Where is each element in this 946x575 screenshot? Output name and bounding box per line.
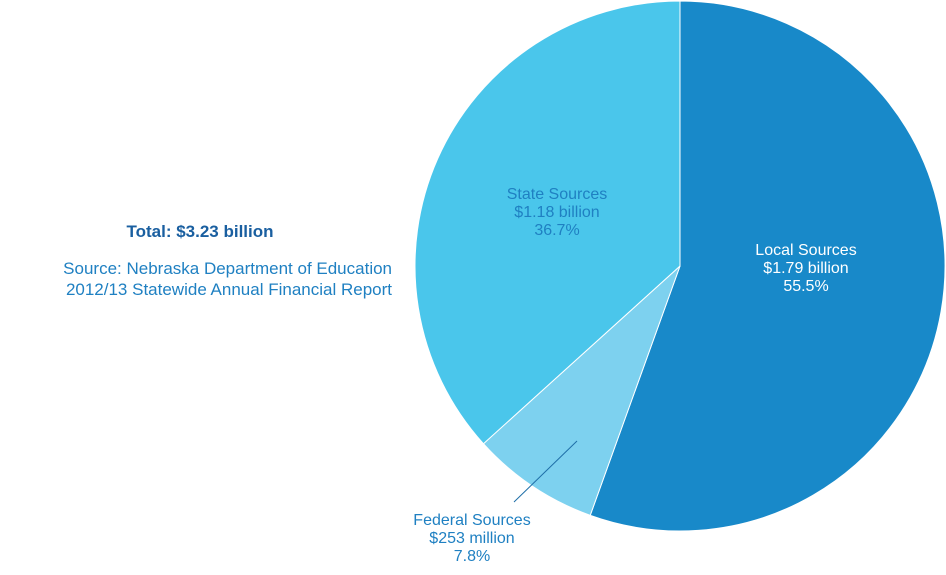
pie-slice-state (414, 0, 681, 445)
slice-label-state: State Sources $1.18 billion 36.7% (507, 186, 608, 239)
pie-slice-federal (482, 265, 681, 516)
total-label: Total: $3.23 billion (126, 222, 274, 241)
leader-line-federal (513, 440, 578, 503)
source-line-2: 2012/13 Statewide Annual Financial Repor… (65, 280, 392, 299)
pie-slice-local (589, 0, 946, 532)
slice-label-federal: Federal Sources $253 million 7.8% (413, 512, 530, 565)
source-line-1: Source: Nebraska Department of Education (63, 259, 392, 278)
chart-summary: Total: $3.23 billion Source: Nebraska De… (0, 222, 400, 300)
slice-label-local: Local Sources $1.79 billion 55.5% (755, 242, 856, 295)
